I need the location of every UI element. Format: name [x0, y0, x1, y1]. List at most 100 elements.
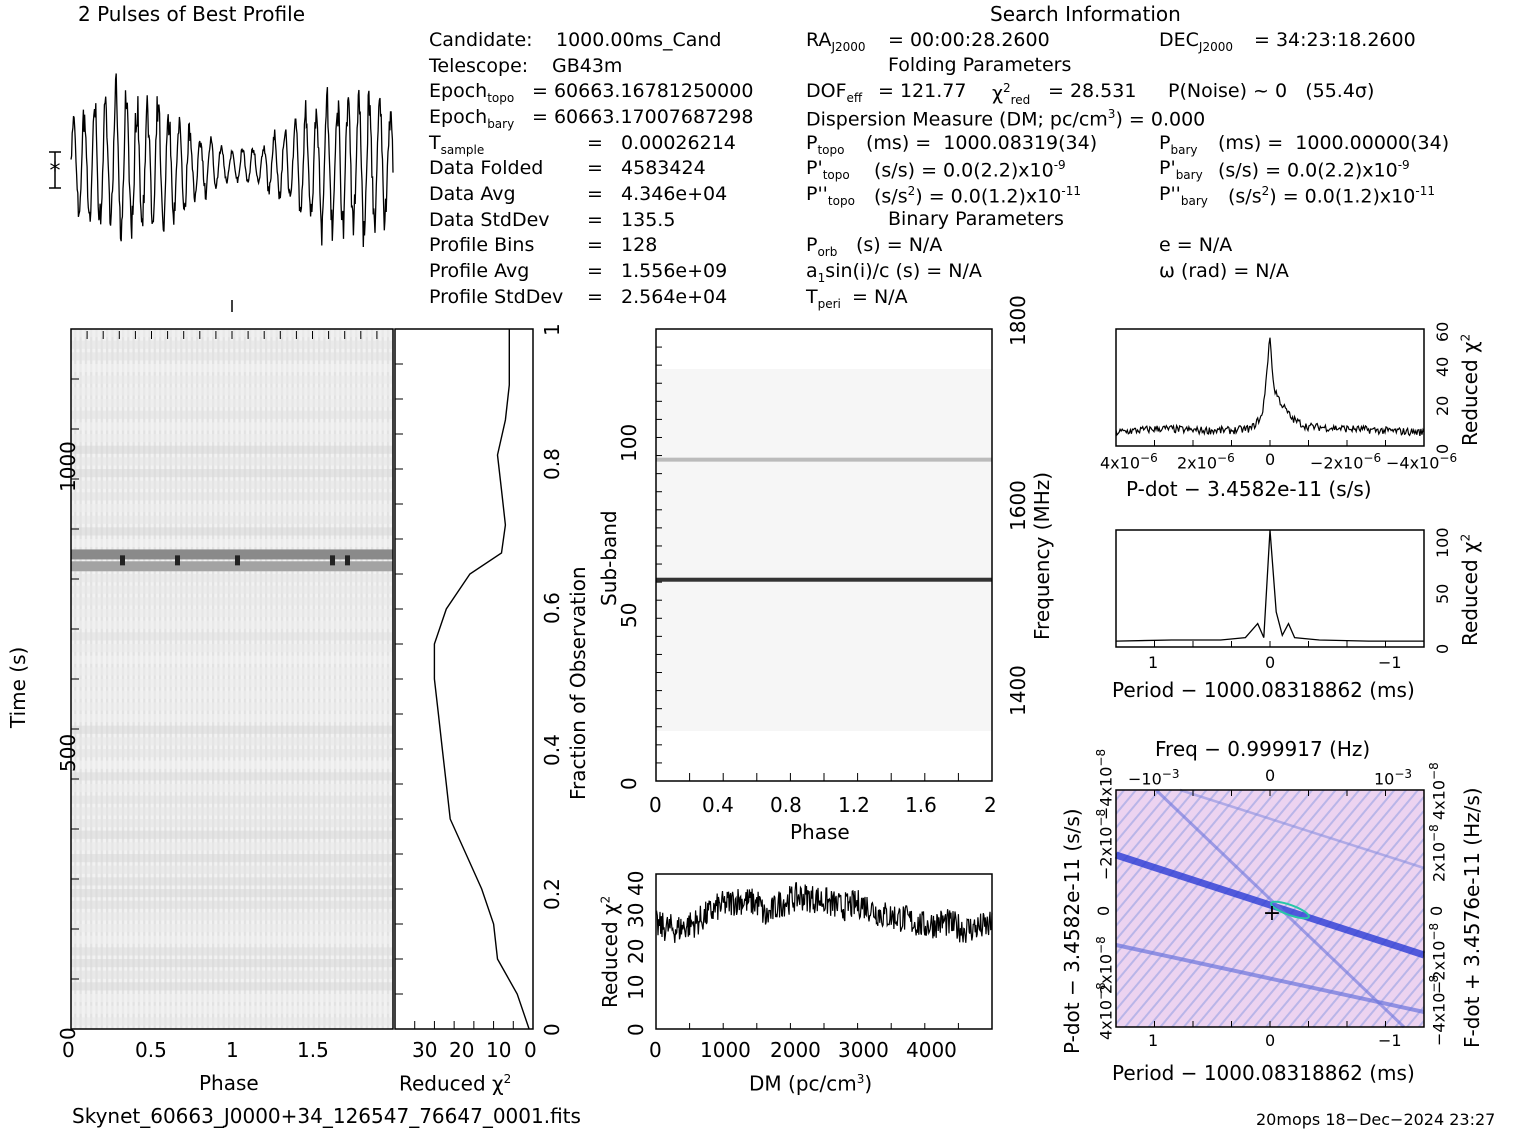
heatmap-row [71, 445, 393, 454]
heatmap-row [71, 690, 393, 699]
pp-fdot-axis-label: F-dot + 3.4576e-11 (Hz/s) [1460, 787, 1484, 1048]
heatmap-row [71, 737, 393, 746]
profile-avg-value: = 1.556e+09 [587, 260, 728, 282]
dof-value: = 121.77 [878, 80, 967, 102]
profile-title: 2 Pulses of Best Profile [78, 2, 305, 26]
heatmap-row [71, 795, 393, 804]
tick-ppr-m2e-8-exp: −8 [1427, 922, 1441, 941]
freq-top-label: Freq − 0.999917 (Hz) [1155, 737, 1371, 761]
pbary-label: Pbary [1159, 132, 1198, 157]
dof-label: DOFeff [806, 80, 863, 105]
telescope-value: GB43m [552, 55, 623, 77]
tick-ppr-m4e-8-text: −4x10 [1429, 992, 1449, 1046]
porb-label: Porb [806, 234, 838, 259]
tick-subband-0: 0 [617, 777, 641, 790]
tick-pdot-2e-6-text: 2x10 [1177, 453, 1218, 473]
period-pdot-plane: + [1114, 788, 1426, 1029]
heatmap-row [71, 702, 393, 711]
tick-perchi-0: 0 [1433, 643, 1452, 654]
pp-band-main [1114, 851, 1426, 959]
heatmap-row [71, 387, 393, 396]
tick-freq-1600: 1600 [1006, 480, 1030, 531]
tick-dm-1000: 1000 [700, 1038, 751, 1062]
dm-label-text: Dispersion Measure (DM; pc/cm [806, 108, 1108, 131]
period-chi2-label: Reduced χ2 [1458, 533, 1482, 646]
tick-perchi-100: 100 [1433, 527, 1452, 558]
pdot-topo-exp: -9 [1053, 158, 1066, 172]
tick-sbphase-0: 0 [649, 793, 662, 817]
heatmap-row [71, 924, 393, 933]
data-avg-label: Data Avg [429, 183, 516, 205]
tick-subband-50: 50 [617, 602, 641, 628]
heatmap-row [71, 679, 393, 688]
tick-frac-0.8: 0.8 [540, 448, 564, 480]
tick-dm-3000: 3000 [838, 1038, 889, 1062]
tick-phase-1: 1 [226, 1038, 239, 1062]
bright-subband [656, 457, 992, 462]
tick-ppl-4e-8-text: 4x10 [1096, 999, 1116, 1040]
tick-ppr-4e-8-text: 4x10 [1429, 779, 1449, 820]
heatmap-row [71, 842, 393, 851]
frequency-axis-label: Frequency (MHz) [1030, 471, 1054, 640]
tick-dm-2000: 2000 [770, 1038, 821, 1062]
heatmap-row [71, 889, 393, 898]
tick-sbphase-1.6: 1.6 [905, 793, 937, 817]
pp-pdot-axis-label: P-dot − 3.4582e-11 (s/s) [1060, 808, 1084, 1054]
tick-ppl-2e-8-exp: −8 [1094, 936, 1108, 954]
tick-pdot-m2e-6: −2x10−6 [1310, 452, 1381, 471]
heatmap-row [71, 609, 393, 618]
pddot-bary-text: ) = 0.0(1.2)x10 [1269, 185, 1416, 208]
pdot-bary-text: (s/s) = 0.0(2.2)x10 [1218, 159, 1398, 182]
tperi-value: = N/A [852, 286, 908, 308]
tick-time-0: 0 [56, 1027, 80, 1040]
bright-pixel [120, 555, 125, 566]
heatmap-row [71, 539, 393, 548]
dm-chi2-label: Reduced χ2 [598, 895, 622, 1008]
tick-dm-4000: 4000 [906, 1038, 957, 1062]
profile-std-value: = 2.564e+04 [587, 286, 728, 308]
tick-ppr-0: 0 [1427, 905, 1446, 916]
heatmap-row [71, 504, 393, 513]
candidate-label: Candidate: [429, 29, 533, 51]
error-bar-star: * [50, 159, 61, 184]
data-std-value: = 135.5 [587, 209, 676, 231]
tick-time-1000: 1000 [56, 441, 80, 492]
chi2-period-frame [1115, 529, 1425, 648]
heatmap-row [71, 1005, 393, 1014]
tick-pp-period-1: 1 [1148, 1031, 1159, 1050]
telescope-label: Telescope: [429, 55, 529, 77]
tick-pdot-m2e-6-text: −2x10 [1310, 453, 1364, 473]
pp-peak-contour [1270, 900, 1310, 920]
folding-params-title: Folding Parameters [888, 54, 1072, 76]
pnoise-value: P(Noise) ~ 0 (55.4σ) [1168, 80, 1375, 102]
ptopo-label: Ptopo [806, 132, 845, 157]
data-folded-label: Data Folded [429, 157, 544, 179]
chi2-pdot-trace [1115, 337, 1425, 437]
heatmap-row [71, 410, 393, 419]
tick-chi2-20: 20 [449, 1038, 475, 1062]
tick-ppr-2e-8: 2x10−8 [1427, 824, 1448, 882]
data-folded-value: = 4583424 [587, 157, 706, 179]
tick-ppr-4e-8-exp: −8 [1427, 762, 1441, 780]
heatmap-row [71, 632, 393, 641]
heatmap-row [71, 585, 393, 594]
chi2-period-trace [1115, 529, 1424, 642]
tsample-value: = 0.00026214 [587, 132, 736, 154]
heatmap-row [71, 877, 393, 886]
ptopo-value: (ms) = 1000.08319(34) [866, 132, 1098, 154]
profile-bins-label: Profile Bins [429, 234, 535, 256]
chi2-time-frame [394, 328, 534, 1030]
reduced-chi2-text: Reduced χ [399, 1071, 504, 1096]
heatmap-row [71, 597, 393, 606]
profile-std-label: Profile StdDev [429, 286, 564, 308]
pddot-bary-exp: -11 [1415, 184, 1435, 198]
chi2-vs-dm-plot [655, 873, 993, 1030]
pddot-topo-label: P''topo [806, 183, 855, 208]
ecc-value: e = N/A [1159, 234, 1233, 256]
heatmap-row [71, 994, 393, 1003]
tick-time-500: 500 [56, 733, 80, 772]
tick-subband-100: 100 [617, 423, 641, 462]
heatmap-row [71, 970, 393, 979]
subband-bg [656, 369, 992, 731]
tick-dmchi-20: 20 [624, 938, 648, 964]
